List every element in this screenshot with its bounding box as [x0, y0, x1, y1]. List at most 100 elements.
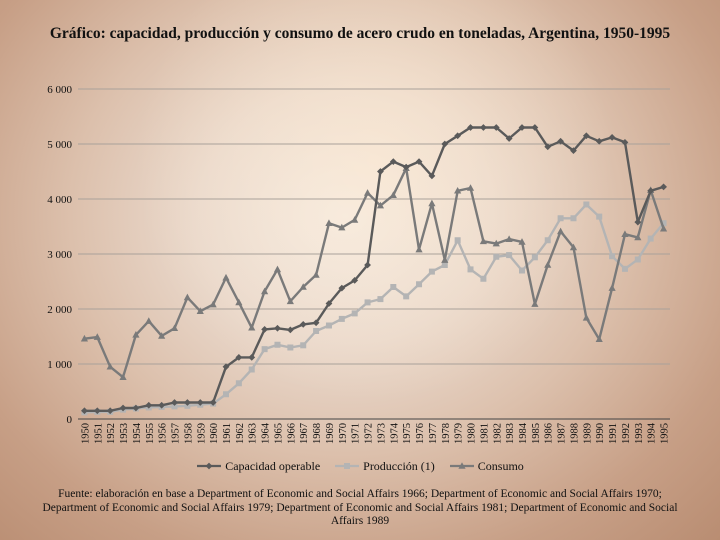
source-note: Fuente: elaboración en base a Department…: [42, 488, 678, 527]
data-point: [196, 399, 204, 406]
x-tick-label: 1951: [93, 423, 104, 444]
data-point: [248, 354, 256, 361]
legend-swatch: [335, 463, 360, 469]
y-tick-label: 0: [67, 414, 73, 426]
data-point: [170, 324, 179, 332]
data-point: [402, 163, 410, 171]
series-capacidad-operable: [81, 124, 667, 415]
data-point: [106, 407, 114, 415]
y-tick-label: 3 000: [47, 249, 72, 261]
data-point: [261, 346, 268, 353]
data-point: [634, 256, 641, 263]
data-point: [222, 363, 230, 371]
data-point: [119, 404, 127, 412]
data-point: [557, 215, 564, 222]
legend-marker: [458, 462, 466, 469]
data-point: [531, 124, 539, 131]
data-point: [209, 300, 217, 308]
legend-label: Consumo: [477, 458, 524, 473]
series-line: [84, 203, 665, 414]
data-point: [492, 239, 500, 247]
data-point: [506, 252, 513, 259]
data-point: [582, 132, 590, 140]
data-point: [183, 293, 191, 301]
x-tick-label: 1981: [479, 423, 490, 444]
data-point: [273, 265, 282, 273]
series-layer: [80, 124, 668, 416]
data-point: [364, 261, 371, 269]
x-tick-label: 1958: [183, 423, 194, 444]
x-tick-label: 1992: [621, 423, 632, 444]
data-point: [621, 265, 628, 272]
data-point: [325, 322, 332, 329]
data-point: [621, 230, 629, 237]
data-point: [299, 321, 307, 328]
x-tick-label: 1986: [544, 423, 555, 444]
legend-label: Capacidad operable: [225, 458, 321, 473]
data-point: [544, 237, 551, 244]
x-tick-label: 1991: [608, 423, 619, 444]
data-point: [569, 243, 578, 251]
data-point: [570, 215, 577, 222]
data-point: [235, 298, 243, 306]
x-tick-label: 1963: [248, 423, 259, 444]
data-point: [351, 216, 359, 223]
legend-marker: [344, 463, 351, 469]
x-tick-label: 1987: [557, 423, 568, 444]
x-tick-label: 1983: [505, 423, 516, 444]
data-point: [596, 213, 603, 220]
data-point: [403, 293, 410, 300]
data-point: [376, 201, 385, 209]
x-tick-label: 1994: [647, 422, 658, 444]
data-point: [582, 314, 590, 321]
data-point: [338, 284, 346, 292]
data-point: [145, 401, 153, 409]
data-point: [544, 143, 552, 151]
series-consumo: [80, 164, 668, 380]
x-tick-label: 1965: [273, 423, 284, 444]
data-point: [428, 268, 435, 275]
x-tick-label: 1968: [312, 423, 323, 444]
data-point: [557, 137, 565, 145]
x-tick-label: 1962: [235, 423, 246, 444]
data-point: [93, 407, 101, 415]
data-point: [583, 201, 590, 208]
data-point: [119, 373, 127, 380]
x-tick-label: 1969: [325, 423, 336, 444]
data-point: [132, 331, 140, 338]
x-tick-label: 1978: [441, 423, 452, 444]
data-point: [261, 287, 269, 295]
data-point: [235, 380, 242, 387]
data-point: [183, 399, 191, 406]
data-point: [81, 407, 88, 415]
data-point: [325, 300, 333, 307]
data-point: [660, 220, 667, 227]
data-point: [351, 310, 358, 317]
data-point: [493, 253, 500, 260]
legend-item: Consumo: [449, 459, 524, 474]
data-point: [325, 219, 333, 226]
data-point: [544, 261, 552, 268]
data-point: [196, 307, 204, 314]
data-point: [80, 334, 89, 342]
data-point: [609, 253, 616, 260]
data-point: [274, 341, 281, 348]
x-tick-label: 1975: [402, 423, 413, 444]
x-tick-label: 1980: [467, 423, 478, 444]
x-tick-label: 1966: [286, 423, 297, 444]
chart-title: Gráfico: capacidad, producción y consumo…: [49, 25, 671, 42]
data-point: [300, 342, 307, 349]
x-tick-label: 1964: [261, 422, 272, 444]
x-tick-label: 1993: [634, 423, 645, 444]
y-axis-ticks: 0 1 000 2 000 3 000 4 000 5 000 6 000: [47, 84, 72, 426]
data-point: [377, 296, 384, 303]
x-tick-label: 1971: [351, 423, 362, 444]
data-point: [286, 297, 294, 305]
legend: Capacidad operable Producción (1) Consumo: [0, 458, 720, 474]
gridlines: [78, 88, 670, 420]
data-point: [274, 324, 281, 332]
data-point: [248, 323, 256, 331]
data-point: [338, 315, 345, 322]
data-point: [518, 124, 526, 131]
data-point: [570, 147, 577, 154]
